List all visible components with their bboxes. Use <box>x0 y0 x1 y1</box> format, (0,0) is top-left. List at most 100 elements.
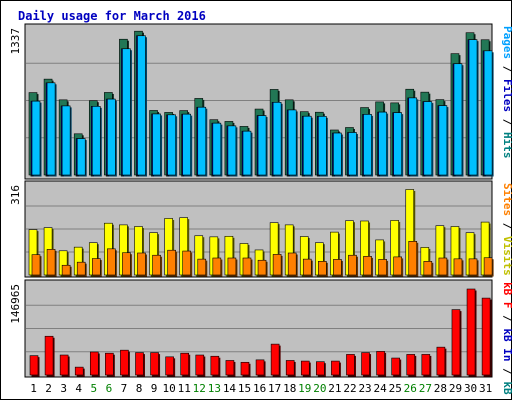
bar-pages <box>212 122 222 176</box>
day-tick-label: 16 <box>253 382 266 395</box>
day-tick-label: 13 <box>208 382 221 395</box>
day-tick-label: 22 <box>343 382 356 395</box>
day-tick-label: 28 <box>434 382 447 395</box>
bar-sites <box>107 248 116 276</box>
bar-pages <box>91 106 101 176</box>
bar-sites <box>333 259 342 276</box>
bar-sites <box>378 259 387 276</box>
bar-kb-f <box>165 356 174 376</box>
day-tick-label: 27 <box>419 382 432 395</box>
bar-sites <box>182 250 191 276</box>
bar-pages <box>318 116 327 176</box>
bar-pages <box>31 100 41 176</box>
day-tick-label: 20 <box>313 382 326 395</box>
bar-kb-f <box>316 361 325 376</box>
day-tick-label: 21 <box>328 382 341 395</box>
day-tick-label: 3 <box>60 382 67 395</box>
legend-item: / <box>501 309 512 329</box>
bar-kb-f <box>74 366 84 376</box>
bar-pages <box>182 113 191 176</box>
bar-sites <box>423 261 433 276</box>
bar-pages <box>302 115 312 176</box>
bar-sites <box>122 252 131 276</box>
bar-pages <box>76 138 86 176</box>
legend-item: Files <box>501 79 512 112</box>
day-tick-label: 9 <box>151 382 158 395</box>
day-tick-label: 5 <box>91 382 98 395</box>
bar-kb-f <box>180 352 189 376</box>
bar-pages <box>378 111 387 176</box>
bar-kb-f <box>150 352 159 376</box>
bar-pages <box>453 63 463 176</box>
bar-kb-f <box>331 360 340 376</box>
day-tick-label: 19 <box>298 382 311 395</box>
bar-sites <box>242 257 252 276</box>
bar-sites <box>318 261 327 276</box>
day-tick-label: 26 <box>404 382 417 395</box>
legend-label: kB F / kB In / kB Out <box>501 282 512 400</box>
bar-pages <box>61 105 71 176</box>
bar-sites <box>483 257 493 276</box>
bar-pages <box>122 48 131 176</box>
bar-sites <box>61 264 71 276</box>
bar-sites <box>257 259 267 276</box>
day-tick-label: 29 <box>449 382 462 395</box>
bar-sites <box>76 261 86 276</box>
chart-title: Daily usage for March 2016 <box>18 9 206 23</box>
legend-item: kB Out <box>501 381 512 400</box>
bar-pages <box>242 130 252 176</box>
day-tick-label: 30 <box>464 382 477 395</box>
bar-sites <box>137 252 146 276</box>
bar-sites <box>438 257 448 276</box>
legend-item: / <box>501 362 512 382</box>
bar-pages <box>152 113 161 176</box>
bar-kb-f <box>195 354 205 376</box>
bar-kb-f <box>391 357 400 376</box>
bar-sites <box>167 249 176 276</box>
y-max-label: 316 <box>9 185 22 205</box>
bar-pages <box>393 112 402 176</box>
bar-kb-f <box>44 335 54 376</box>
bar-kb-f <box>361 352 370 376</box>
bar-pages <box>438 105 448 176</box>
legend-label: Sites / Visits <box>501 183 512 276</box>
legend-item: / <box>501 112 512 132</box>
bar-kb-f <box>89 351 99 376</box>
day-tick-label: 25 <box>389 382 402 395</box>
bar-pages <box>137 35 146 176</box>
day-tick-label: 31 <box>479 382 492 395</box>
legend-label: Pages / Files / Hits <box>501 26 512 159</box>
bar-sites <box>152 254 161 276</box>
bar-kb-f <box>421 354 431 376</box>
bar-kb-f <box>270 343 280 376</box>
bar-sites <box>302 258 312 276</box>
bar-sites <box>227 257 237 276</box>
legend-item: / <box>501 216 512 236</box>
day-tick-label: 23 <box>358 382 371 395</box>
bar-sites <box>363 256 372 276</box>
bar-kb-f <box>29 355 39 376</box>
bar-kb-f <box>135 352 144 376</box>
bar-sites <box>408 241 418 276</box>
bar-kb-f <box>481 297 491 376</box>
bar-pages <box>107 98 116 176</box>
bar-kb-f <box>376 351 385 376</box>
day-tick-label: 2 <box>45 382 52 395</box>
bar-kb-f <box>255 359 265 376</box>
bar-sites <box>197 258 207 276</box>
bar-pages <box>287 109 297 176</box>
bar-pages <box>197 106 207 176</box>
bar-sites <box>91 258 101 276</box>
bar-kb-f <box>210 355 220 376</box>
day-tick-label: 6 <box>106 382 113 395</box>
day-tick-label: 14 <box>223 382 237 395</box>
day-tick-label: 24 <box>374 382 388 395</box>
legend-item: kB F <box>501 282 512 309</box>
bar-pages <box>348 132 357 176</box>
bar-kb-f <box>105 352 114 376</box>
day-tick-label: 1 <box>30 382 37 395</box>
bar-kb-f <box>466 288 476 376</box>
legend-item: Pages <box>501 26 512 59</box>
bar-kb-f <box>406 354 416 376</box>
